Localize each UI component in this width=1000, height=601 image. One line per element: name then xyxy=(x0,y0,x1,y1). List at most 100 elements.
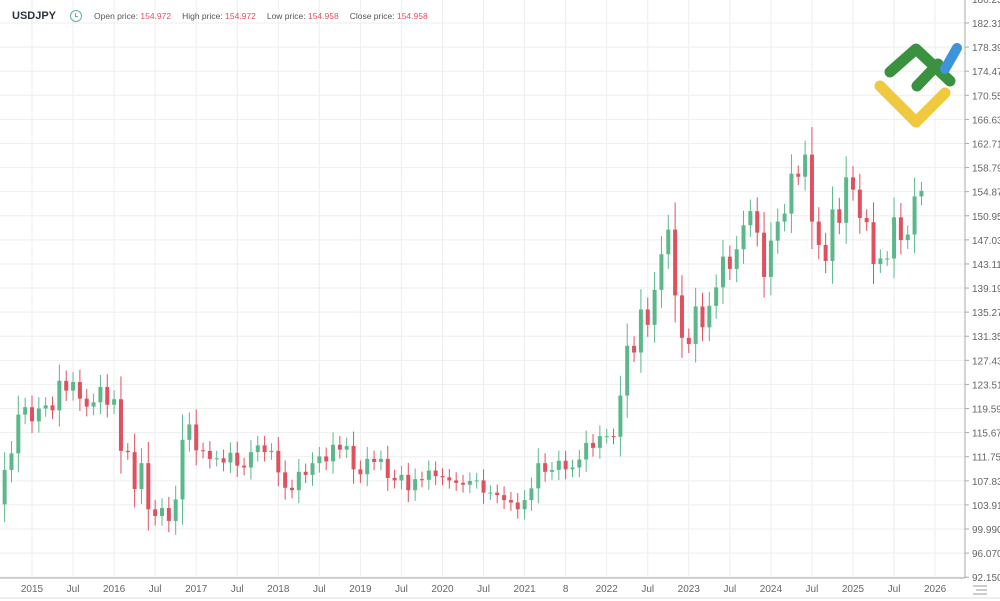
candle-body xyxy=(153,509,158,517)
close-price: Close price: 154.958 xyxy=(350,11,428,21)
candle-body xyxy=(365,458,370,475)
candle-body xyxy=(331,444,336,462)
candle-body xyxy=(98,386,103,403)
y-tick-label: 166.630 xyxy=(972,115,1000,126)
low-price: Low price: 154.958 xyxy=(267,11,339,21)
y-tick-label: 127.430 xyxy=(972,356,1000,367)
candle-body xyxy=(844,177,849,223)
x-tick-label: 2018 xyxy=(267,584,290,595)
candle-body xyxy=(515,502,520,510)
x-tick-label: Jul xyxy=(888,584,901,595)
candle-body xyxy=(372,458,377,462)
candle-body xyxy=(461,482,466,485)
candle-body xyxy=(228,452,233,463)
candle-body xyxy=(714,287,719,306)
y-tick-label: 147.030 xyxy=(972,236,1000,247)
candle-body xyxy=(57,380,62,411)
axis-settings-icon[interactable] xyxy=(973,585,987,595)
high-value: 154.972 xyxy=(225,11,256,21)
symbol-label: USDJPY xyxy=(12,10,57,22)
candle-body xyxy=(207,450,212,459)
candle-body xyxy=(522,500,527,510)
candle-body xyxy=(242,465,247,468)
candle-body xyxy=(289,487,294,491)
y-tick-label: 154.870 xyxy=(972,188,1000,199)
y-tick-label: 186.230 xyxy=(972,0,1000,6)
y-tick-label: 119.590 xyxy=(972,405,1000,416)
candle-body xyxy=(727,256,732,269)
candle-body xyxy=(809,154,814,222)
x-tick-label: 2023 xyxy=(678,584,701,595)
y-tick-label: 158.790 xyxy=(972,164,1000,175)
candle-body xyxy=(556,460,561,470)
candle-body xyxy=(166,508,171,521)
x-tick-label: 2021 xyxy=(513,584,536,595)
y-tick-label: 170.550 xyxy=(972,91,1000,102)
x-tick-label: Jul xyxy=(395,584,408,595)
candles xyxy=(2,127,924,535)
candle-body xyxy=(146,463,151,510)
candle-body xyxy=(413,479,418,491)
candle-body xyxy=(782,213,787,222)
candle-body xyxy=(139,463,144,489)
candle-body xyxy=(591,442,596,448)
logo-icon xyxy=(874,43,962,128)
candle-body xyxy=(632,345,637,353)
x-tick-label: Jul xyxy=(723,584,736,595)
candle-body xyxy=(303,471,308,475)
candle-body xyxy=(16,414,21,454)
candle-body xyxy=(857,189,862,218)
candle-body xyxy=(495,492,500,496)
candle-body xyxy=(789,173,794,214)
candle-body xyxy=(481,480,486,493)
candle-body xyxy=(529,488,534,501)
candle-body xyxy=(898,217,903,241)
candle-body xyxy=(433,470,438,477)
candle-body xyxy=(440,476,445,478)
candle-body xyxy=(796,173,801,177)
candle-body xyxy=(118,399,123,451)
x-tick-label: 2016 xyxy=(103,584,126,595)
candle-body xyxy=(406,474,411,491)
candle-body xyxy=(679,295,684,338)
candle-body xyxy=(358,469,363,475)
candle-body xyxy=(570,467,575,470)
y-tick-label: 92.150 xyxy=(972,573,1000,584)
candle-body xyxy=(768,240,773,277)
x-tick-label: 2022 xyxy=(596,584,619,595)
close-value: 154.958 xyxy=(396,11,428,21)
candle-body xyxy=(125,450,130,453)
candle-body xyxy=(50,405,55,411)
candle-body xyxy=(549,469,554,472)
candle-body xyxy=(296,471,301,491)
candle-body xyxy=(419,479,424,481)
grid xyxy=(0,0,965,578)
candle-body xyxy=(693,306,698,344)
y-tick-label: 115.670 xyxy=(972,429,1000,440)
candle-body xyxy=(597,436,602,448)
candle-body xyxy=(830,209,835,261)
chart-header: USDJPY Open price: 154.972 High price: 1… xyxy=(12,10,439,22)
candle-body xyxy=(543,463,548,472)
clock-icon[interactable] xyxy=(70,10,83,22)
candle-body xyxy=(775,221,780,241)
x-tick-label: 2020 xyxy=(431,584,454,595)
y-tick-label: 99.990 xyxy=(972,525,1000,536)
y-tick-label: 111.750 xyxy=(972,453,1000,464)
y-tick-label: 131.350 xyxy=(972,332,1000,343)
open-label: Open price: xyxy=(94,11,138,21)
candle-body xyxy=(64,380,69,391)
candle-body xyxy=(864,217,869,223)
candle-body xyxy=(378,458,383,462)
candle-body xyxy=(454,480,459,483)
candle-body xyxy=(105,386,110,405)
candle-body xyxy=(755,211,760,233)
y-tick-label: 139.190 xyxy=(972,284,1000,295)
candle-body xyxy=(77,382,82,399)
candle-body xyxy=(611,436,616,438)
y-tick-label: 150.950 xyxy=(972,212,1000,223)
candle-body xyxy=(488,492,493,494)
low-value: 154.958 xyxy=(307,11,339,21)
candle-body xyxy=(659,254,664,290)
